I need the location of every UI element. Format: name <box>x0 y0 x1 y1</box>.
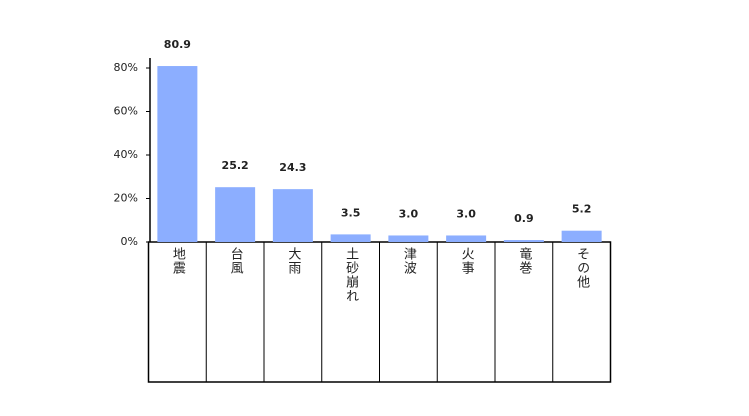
value-label: 0.9 <box>514 212 534 225</box>
bar <box>272 189 313 242</box>
y-tick-label: 0% <box>121 235 138 248</box>
y-tick-label: 80% <box>114 61 138 74</box>
value-label: 3.0 <box>399 207 419 220</box>
x-tick-label: 竜巻 <box>516 247 532 275</box>
bar <box>330 234 371 242</box>
bar <box>446 235 487 242</box>
x-tick-label: 火事 <box>459 247 475 275</box>
x-tick-label: 大雨 <box>285 247 301 275</box>
x-tick-label: 津波 <box>401 247 417 275</box>
value-label: 3.5 <box>341 206 361 219</box>
y-tick-label: 40% <box>114 148 138 161</box>
y-tick-label: 20% <box>114 192 138 205</box>
bar <box>388 235 429 242</box>
bar <box>215 187 256 242</box>
bar <box>561 230 602 242</box>
x-tick-label: 台風 <box>228 247 244 275</box>
value-label: 5.2 <box>572 203 592 216</box>
x-tick-label: 地震 <box>170 247 186 275</box>
value-label: 24.3 <box>279 161 306 174</box>
y-tick-label: 60% <box>114 105 138 118</box>
x-tick-label: 土砂崩れ <box>343 247 359 303</box>
bar <box>157 66 198 242</box>
value-label: 80.9 <box>164 38 191 51</box>
bar <box>503 240 544 242</box>
value-label: 3.0 <box>456 207 476 220</box>
x-tick-label: その他 <box>574 247 590 289</box>
value-label: 25.2 <box>222 159 249 172</box>
